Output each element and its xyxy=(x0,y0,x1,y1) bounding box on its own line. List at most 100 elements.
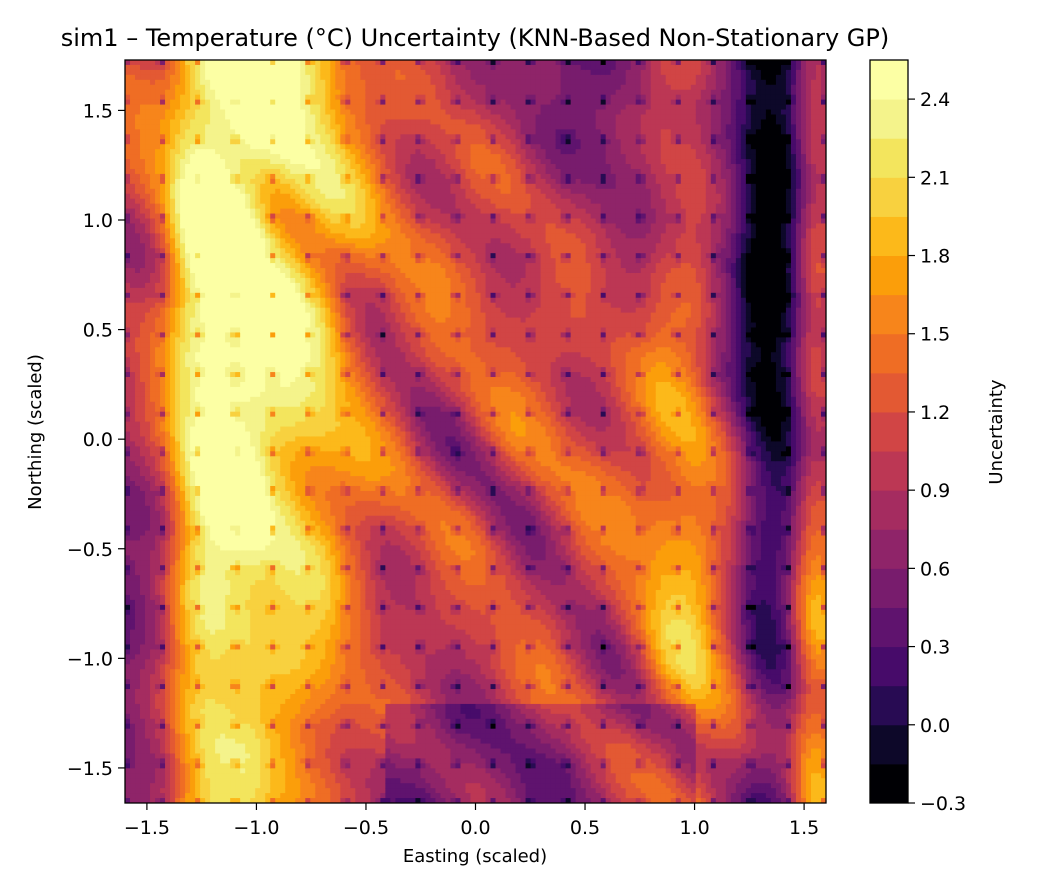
field-cell xyxy=(180,788,186,794)
field-cell xyxy=(185,228,191,234)
field-cell xyxy=(165,788,171,794)
field-cell xyxy=(280,555,286,561)
field-cell xyxy=(280,471,286,477)
field-cell xyxy=(255,495,261,502)
field-cell xyxy=(240,748,246,755)
field-cell xyxy=(185,391,191,398)
field-cell xyxy=(240,372,246,378)
field-cell xyxy=(135,461,141,467)
field-cell xyxy=(195,570,201,576)
field-cell xyxy=(215,773,221,779)
field-cell xyxy=(235,228,241,234)
field-cell xyxy=(245,307,251,314)
field-cell xyxy=(130,679,136,685)
field-cell xyxy=(255,322,261,329)
field-cell xyxy=(155,352,161,358)
field-cell xyxy=(170,253,176,259)
field-cell xyxy=(225,476,231,482)
field-cell xyxy=(145,287,151,294)
field-cell xyxy=(130,60,136,66)
field-cell xyxy=(275,139,281,145)
field-cell xyxy=(130,436,136,442)
field-cell xyxy=(255,268,261,274)
field-cell xyxy=(170,193,176,200)
field-cell xyxy=(145,74,151,81)
field-cell xyxy=(210,768,216,774)
field-cell xyxy=(250,164,256,170)
field-cell xyxy=(135,253,141,259)
field-cell xyxy=(195,79,201,86)
field-cell xyxy=(180,644,186,651)
field-cell xyxy=(280,213,286,220)
field-cell xyxy=(275,317,281,324)
field-cell xyxy=(140,644,146,651)
field-cell xyxy=(180,585,186,591)
field-cell xyxy=(230,679,236,685)
field-cell xyxy=(245,287,251,294)
field-cell xyxy=(280,585,286,591)
field-cell xyxy=(150,164,156,170)
field-cell xyxy=(125,178,131,185)
field-cell xyxy=(260,778,266,784)
field-cell xyxy=(225,258,231,264)
field-cell xyxy=(205,168,211,175)
field-cell xyxy=(245,793,251,799)
field-cell xyxy=(200,580,206,586)
field-cell xyxy=(220,411,226,418)
field-cell xyxy=(160,748,166,755)
field-cell xyxy=(215,510,221,517)
field-cell xyxy=(140,451,146,457)
field-cell xyxy=(125,594,131,601)
field-cell xyxy=(265,149,271,155)
field-cell xyxy=(165,416,171,423)
field-cell xyxy=(140,535,146,542)
field-cell xyxy=(155,485,161,492)
field-cell xyxy=(215,708,221,715)
field-cell xyxy=(250,193,256,200)
field-cell xyxy=(240,307,246,314)
field-cell xyxy=(250,139,256,145)
field-cell xyxy=(240,778,246,784)
field-cell xyxy=(220,292,226,299)
field-cell xyxy=(240,263,246,269)
field-cell xyxy=(265,728,271,735)
field-cell xyxy=(135,728,141,735)
field-cell xyxy=(210,193,216,200)
field-cell xyxy=(240,342,246,348)
field-cell xyxy=(125,312,131,319)
field-cell xyxy=(170,99,176,106)
field-cell xyxy=(230,441,236,447)
field-cell xyxy=(270,466,276,472)
field-cell xyxy=(150,639,156,646)
field-cell xyxy=(130,297,136,304)
field-cell xyxy=(150,396,156,403)
field-cell xyxy=(250,461,256,467)
field-cell xyxy=(265,342,271,348)
field-cell xyxy=(165,689,171,695)
field-cell xyxy=(265,664,271,670)
field-cell xyxy=(195,248,201,254)
field-cell xyxy=(280,713,286,720)
field-cell xyxy=(250,312,256,319)
field-cell xyxy=(205,481,211,487)
field-cell xyxy=(235,129,241,135)
field-cell xyxy=(190,406,196,413)
field-cell xyxy=(150,609,156,616)
field-cell xyxy=(245,456,251,462)
field-cell xyxy=(185,669,191,675)
field-cell xyxy=(270,208,276,215)
field-cell xyxy=(280,570,286,576)
field-cell xyxy=(135,292,141,299)
field-cell xyxy=(170,446,176,452)
field-cell xyxy=(285,525,291,532)
field-cell xyxy=(180,312,186,319)
field-cell xyxy=(220,530,226,537)
field-cell xyxy=(175,203,181,210)
field-cell xyxy=(135,139,141,145)
field-cell xyxy=(265,317,271,324)
field-cell xyxy=(185,510,191,517)
field-cell xyxy=(215,203,221,210)
field-cell xyxy=(260,485,266,492)
field-cell xyxy=(230,253,236,259)
field-cell xyxy=(125,149,131,155)
